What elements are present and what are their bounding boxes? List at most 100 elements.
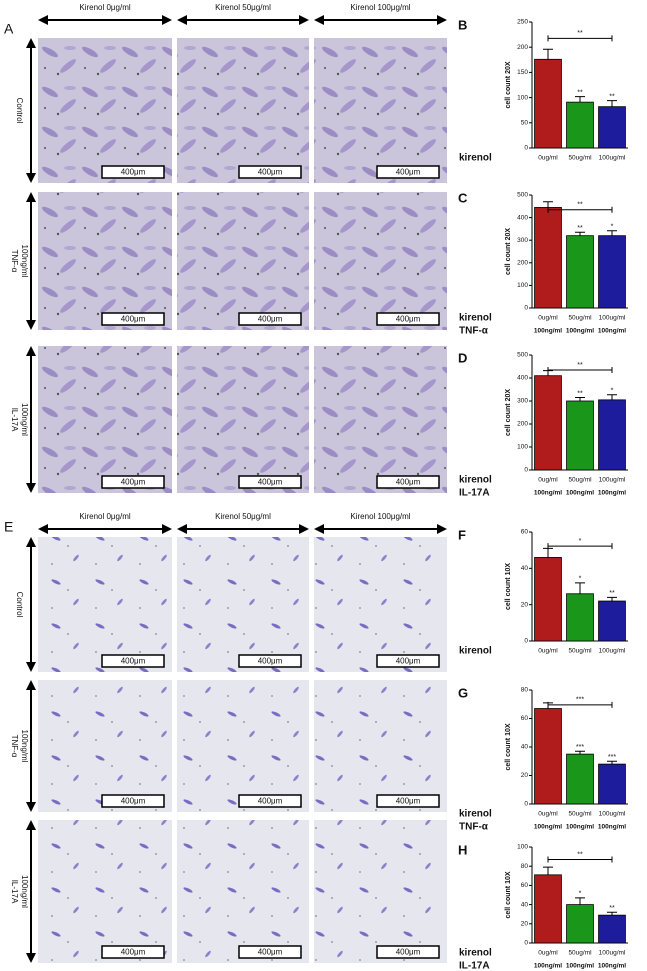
scale-bar: [101, 654, 165, 668]
y-tick-label: 0: [524, 467, 528, 474]
y-axis-title: cell count 20X: [505, 61, 512, 108]
scale-label: 400μm: [396, 315, 421, 324]
scale-label: 400μm: [121, 478, 146, 487]
y-axis-title: cell count 10X: [505, 563, 512, 610]
column-header: Kirenol 50μg/ml: [215, 512, 271, 521]
error-bar: [575, 582, 585, 594]
error-bar: [607, 760, 617, 765]
micrograph: [177, 537, 309, 672]
y-tick-label: 300: [517, 398, 528, 405]
significance: **: [609, 905, 615, 912]
x-tick-label: 0ug/ml: [538, 315, 558, 322]
error-bar: [607, 911, 617, 916]
y-tick-label: 100: [517, 444, 528, 451]
scale-bar: [238, 475, 302, 489]
group-label: IL-17A: [459, 961, 490, 971]
bracket: [547, 35, 613, 42]
x-tick-label: 100ug/ml: [599, 477, 626, 484]
significance: **: [609, 590, 615, 597]
panel-letter: D: [458, 350, 467, 365]
scale-label: 400μm: [396, 478, 421, 487]
x-tick-label: 100ug/ml: [599, 811, 626, 818]
scale-bar: [376, 312, 440, 326]
y-tick-label: 200: [517, 421, 528, 428]
x-tick-label: 100ng/ml: [598, 963, 626, 970]
y-tick-label: 0: [524, 305, 528, 312]
x-tick-label: 100ng/ml: [598, 328, 626, 335]
y-tick-label: 200: [517, 260, 528, 267]
error-bar: [575, 750, 585, 755]
bar: [534, 58, 562, 149]
y-axis-title: cell count 20X: [505, 389, 512, 436]
bar: [598, 106, 626, 149]
micrograph: [38, 38, 172, 183]
y-tick-label: 0: [524, 801, 528, 808]
y-tick-label: 60: [521, 882, 529, 889]
y-tick-label: 400: [517, 214, 528, 221]
group-label: TNF-α: [459, 326, 489, 337]
row-label: 100ng/ml: [20, 403, 29, 436]
bracket-label: ***: [576, 697, 584, 704]
bar: [534, 708, 562, 805]
x-tick-label: 0ug/ml: [538, 155, 558, 162]
column-header: Kirenol 0μg/ml: [79, 512, 131, 521]
scale-label: 400μm: [396, 948, 421, 957]
y-tick-label: 100: [517, 282, 528, 289]
scale-bar: [101, 165, 165, 179]
significance: **: [577, 225, 583, 232]
row-label: Control: [15, 592, 24, 618]
y-tick-label: 300: [517, 237, 528, 244]
row-label: TNF-α: [10, 250, 19, 273]
row-label: IL-17A: [10, 408, 19, 432]
group-label: kirenol: [459, 809, 492, 820]
bracket-label: *: [579, 538, 582, 545]
y-tick-label: 500: [517, 352, 528, 359]
error-bar: [543, 48, 553, 60]
error-bar: [607, 596, 617, 602]
scale-label: 400μm: [121, 797, 146, 806]
row-label: 100ng/ml: [20, 730, 29, 763]
scale-bar: [101, 794, 165, 808]
significance: *: [611, 388, 614, 395]
y-axis-title: cell count 20X: [505, 228, 512, 275]
bracket: [547, 543, 613, 550]
x-tick-label: 100ng/ml: [566, 963, 594, 970]
micrograph: [38, 192, 172, 330]
y-tick-label: 0: [524, 145, 528, 152]
error-bar: [607, 230, 617, 236]
column-header: Kirenol 100μg/ml: [350, 512, 410, 521]
scale-label: 400μm: [396, 797, 421, 806]
bar: [598, 600, 626, 642]
scale-bar: [238, 654, 302, 668]
x-tick-label: 100ng/ml: [534, 824, 562, 831]
bracket-label: **: [577, 362, 583, 369]
significance: **: [577, 390, 583, 397]
y-tick-label: 40: [521, 901, 529, 908]
micrograph: [314, 192, 447, 330]
column-header: Kirenol 100μg/ml: [350, 3, 410, 12]
scale-bar: [101, 312, 165, 326]
micrograph: [38, 537, 172, 672]
scale-label: 400μm: [121, 315, 146, 324]
group-label: kirenol: [459, 153, 492, 164]
x-tick-label: 100ug/ml: [599, 155, 626, 162]
group-label: TNF-α: [459, 822, 489, 833]
error-bar: [543, 547, 553, 558]
y-tick-label: 250: [517, 19, 528, 26]
column-header: Kirenol 50μg/ml: [215, 3, 271, 12]
y-axis-title: cell count 10X: [505, 723, 512, 770]
x-tick-label: 50ug/ml: [568, 477, 592, 484]
bar: [598, 399, 626, 471]
x-tick-label: 100ng/ml: [534, 490, 562, 497]
scale-bar: [101, 475, 165, 489]
group-label: kirenol: [459, 313, 492, 324]
scale-label: 400μm: [258, 948, 283, 957]
y-tick-label: 200: [517, 44, 528, 51]
y-tick-label: 100: [517, 844, 528, 851]
scale-bar: [376, 165, 440, 179]
significance: **: [577, 89, 583, 96]
x-tick-label: 100ng/ml: [566, 490, 594, 497]
group-label: kirenol: [459, 646, 492, 657]
micrograph: [177, 820, 309, 963]
scale-label: 400μm: [258, 797, 283, 806]
